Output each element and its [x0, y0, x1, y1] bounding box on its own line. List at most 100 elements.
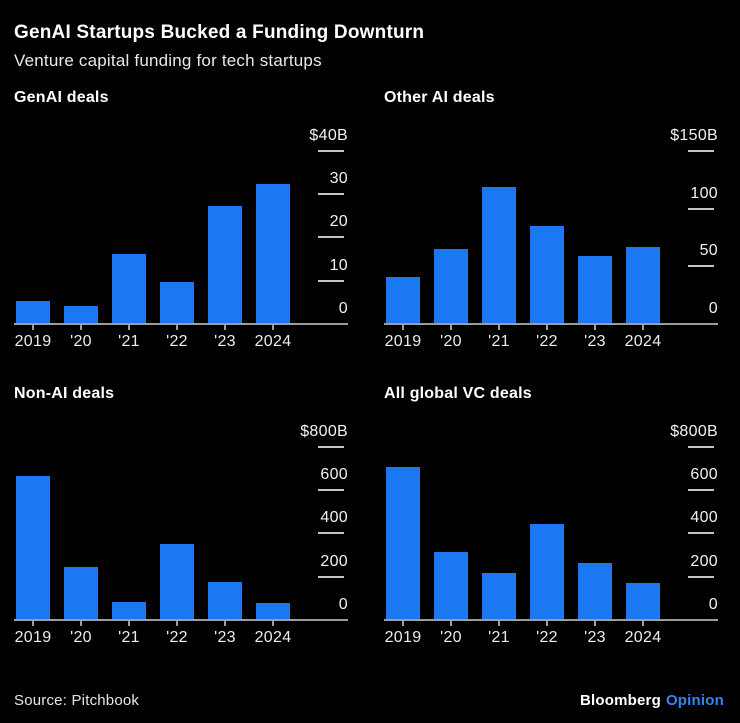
x-axis-baseline [384, 618, 718, 621]
bloomberg-wordmark: Bloomberg [579, 692, 661, 709]
y-tick-label: 200 [320, 552, 348, 570]
x-tick-mark [128, 324, 130, 330]
y-tick-dash [318, 236, 344, 239]
bloomberg-opinion-logo: Bloomberg Opinion [580, 692, 724, 709]
x-axis-cell: '23 [578, 620, 612, 647]
x-tick-mark [498, 620, 500, 626]
x-tick-label: '23 [584, 628, 606, 646]
x-tick-mark [546, 620, 548, 626]
x-tick-label: 2019 [384, 628, 422, 646]
y-tick-label: 400 [690, 509, 718, 527]
y-tick-dash [688, 265, 714, 268]
x-tick-mark [32, 620, 34, 626]
y-tick-label: 0 [708, 595, 718, 613]
bars-group [16, 120, 290, 323]
x-axis-cell: '20 [64, 324, 98, 351]
x-tick-label: '23 [214, 628, 236, 646]
y-tick-dash [688, 575, 714, 578]
x-tick-mark [546, 324, 548, 330]
y-tick-dash [318, 532, 344, 535]
x-axis-cell: '22 [160, 324, 194, 351]
x-axis-labels: 2019 '20 '21 '22 '23 2024 [15, 324, 292, 351]
x-tick-mark [450, 324, 452, 330]
x-axis-cell: '23 [208, 324, 242, 351]
y-tick-dash [318, 279, 344, 282]
charts-grid: GenAI deals 0 10 20 30 $40B 2019 '20 '21 '22 '23… [0, 89, 740, 681]
bar-20 [64, 566, 98, 619]
chart-footer: Source: Pitchbook Bloomberg Opinion [0, 692, 740, 709]
x-tick-label: '22 [166, 628, 188, 646]
chart-area: 0 50 100 $150B [384, 120, 718, 325]
x-tick-mark [642, 324, 644, 330]
bar-2024 [256, 603, 290, 619]
x-tick-mark [272, 324, 274, 330]
y-tick-label: 20 [329, 213, 348, 231]
y-tick-label: 400 [320, 509, 348, 527]
bar-20 [434, 249, 468, 323]
x-axis-labels: 2019 '20 '21 '22 '23 2024 [14, 620, 291, 647]
bar-21 [482, 186, 516, 323]
x-axis-cell: 2019 [384, 324, 422, 351]
x-tick-mark [402, 324, 404, 330]
x-axis-cell: '21 [112, 620, 146, 647]
y-tick-label: 600 [320, 466, 348, 484]
panel-title: GenAI deals [14, 88, 109, 106]
x-axis-cell: '22 [530, 324, 564, 351]
x-tick-label: 2024 [254, 332, 292, 350]
chart-panel-genai-deals: GenAI deals 0 10 20 30 $40B 2019 '20 '21 '22 '23… [0, 89, 370, 385]
x-axis-cell: '21 [482, 324, 516, 351]
bar-23 [208, 206, 242, 323]
x-axis-cell: 2024 [255, 620, 291, 647]
x-axis-cell: 2019 [384, 620, 422, 647]
bar-2019 [386, 276, 420, 323]
chart-panel-all-global-vc-deals: All global VC deals 0 200 400 600 $800B 2019… [370, 385, 740, 681]
y-tick-label: 100 [690, 184, 718, 202]
x-tick-mark [642, 620, 644, 626]
bar-22 [160, 544, 194, 619]
y-tick-label: 200 [690, 552, 718, 570]
bars-group [386, 120, 660, 323]
x-tick-label: '21 [488, 332, 510, 350]
bar-23 [578, 563, 612, 619]
x-tick-mark [80, 324, 82, 330]
bar-22 [160, 281, 194, 323]
x-axis-cell: 2024 [625, 324, 661, 351]
bar-20 [434, 551, 468, 619]
y-tick-label: 10 [329, 256, 348, 274]
x-tick-label: '21 [118, 628, 140, 646]
x-tick-label: '20 [70, 332, 92, 350]
x-axis-cell: '21 [482, 620, 516, 647]
x-tick-mark [402, 620, 404, 626]
x-tick-mark [32, 324, 34, 330]
x-axis-baseline [14, 618, 348, 621]
x-tick-label: 2019 [384, 332, 422, 350]
x-axis-cell: '20 [434, 324, 468, 351]
bar-2024 [626, 246, 660, 323]
x-tick-label: '20 [440, 628, 462, 646]
y-tick-dash [318, 193, 344, 196]
bar-20 [64, 305, 98, 323]
y-tick-dash [688, 207, 714, 210]
y-tick-dash [318, 149, 344, 152]
bar-2019 [386, 467, 420, 619]
panel-title: Other AI deals [384, 88, 495, 106]
x-tick-label: '21 [488, 628, 510, 646]
x-tick-mark [450, 620, 452, 626]
x-tick-label: '22 [536, 332, 558, 350]
x-tick-label: 2024 [624, 628, 662, 646]
y-tick-dash [688, 149, 714, 152]
bar-23 [208, 581, 242, 619]
y-tick-label: 0 [708, 299, 718, 317]
x-axis-cell: '23 [208, 620, 242, 647]
bar-21 [482, 573, 516, 619]
bar-21 [112, 602, 146, 619]
x-axis-baseline [384, 322, 718, 325]
x-axis-cell: 2019 [15, 324, 51, 351]
y-tick-dash [688, 445, 714, 448]
bar-2019 [16, 301, 50, 323]
x-tick-label: 2019 [14, 628, 52, 646]
x-tick-label: '20 [70, 628, 92, 646]
y-tick-label: 50 [699, 242, 718, 260]
bar-2024 [256, 184, 290, 323]
bars-group [386, 416, 660, 619]
